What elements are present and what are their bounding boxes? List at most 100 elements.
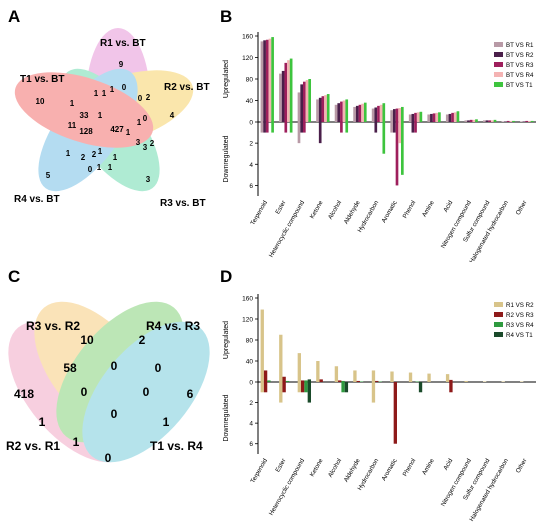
x-tick-label: Amine: [421, 199, 436, 218]
x-tick-label: Heterocyclic compound: [268, 457, 306, 517]
y-tick-label: 6: [249, 183, 253, 190]
bar-up: [512, 120, 515, 122]
bar-up: [307, 379, 312, 382]
bar-up: [297, 353, 301, 382]
bar-down: [371, 382, 376, 403]
y-label-down: Downregulated: [223, 394, 230, 441]
bar-up: [472, 119, 476, 122]
venn5-count: 3: [143, 143, 148, 152]
venn5-count: 4: [170, 111, 175, 120]
bar-down: [302, 122, 306, 133]
bar-down: [300, 382, 305, 393]
x-tick-label: Acid: [442, 199, 454, 213]
bar-up: [501, 121, 505, 122]
x-tick-label: Ester: [274, 458, 287, 474]
legend-label: BT VS R4: [506, 72, 534, 79]
bar-up: [520, 121, 523, 122]
bar-up: [395, 108, 399, 122]
bar-down: [304, 382, 308, 393]
bar-down: [300, 122, 303, 133]
bar-up: [297, 92, 301, 122]
bar-up: [340, 101, 343, 122]
bar-up: [359, 381, 364, 382]
venn4-count: 10: [80, 333, 94, 347]
venn5-count: 1: [137, 118, 142, 127]
panel-label-a: A: [8, 7, 20, 26]
bar-up: [501, 381, 505, 382]
bar-up: [305, 80, 309, 122]
x-tick-label: Aromatic: [380, 458, 398, 483]
x-tick-label: Aromatic: [380, 200, 398, 225]
bar-down: [271, 122, 274, 133]
bar-up: [265, 39, 269, 123]
y-tick-label: 2: [249, 141, 253, 148]
bar-down: [341, 382, 345, 393]
bar-up: [445, 114, 449, 122]
venn5-count: 1: [113, 153, 118, 162]
venn4-count: 0: [81, 385, 88, 399]
bar-up: [525, 120, 529, 122]
bar-up: [415, 381, 419, 382]
legend-label: R1 VS R2: [506, 302, 534, 309]
bar-up: [260, 41, 264, 122]
y-tick-label: 160: [242, 296, 253, 303]
bar-up: [448, 113, 452, 122]
venn5-label-r1: R1 vs. BT: [100, 38, 146, 49]
legend-swatch: [494, 82, 503, 87]
bar-up: [341, 380, 345, 382]
venn4-count: 0: [155, 361, 162, 375]
venn5-count: 10: [36, 97, 45, 106]
bar-down: [260, 382, 264, 393]
bar-up: [432, 113, 436, 122]
legend-label: BT VS R2: [506, 52, 534, 59]
bar-up: [485, 120, 489, 122]
bar-up: [319, 379, 323, 382]
venn5-count: 3: [146, 175, 151, 184]
bar-up: [271, 37, 274, 123]
legend-label: R4 VS T1: [506, 332, 533, 339]
y-label-down: Downregulated: [223, 135, 230, 182]
x-tick-label: Ester: [274, 200, 287, 216]
x-tick-label: Ketone: [309, 199, 325, 220]
bar-down: [307, 382, 312, 403]
bar-down: [282, 382, 286, 393]
bar-up: [308, 79, 312, 122]
bar-up: [451, 112, 454, 122]
bar-down: [318, 122, 322, 144]
venn5-count: 3: [136, 138, 141, 147]
venn5-count: 0: [88, 165, 93, 174]
bar-up: [361, 103, 364, 122]
venn4-count: 1: [163, 415, 170, 429]
bar-up: [353, 106, 356, 122]
bar-up: [263, 40, 266, 122]
bar-up: [345, 99, 349, 122]
venn5-count: 9: [119, 60, 124, 69]
x-tick-label: Other: [515, 458, 529, 475]
x-tick-label: Alcohol: [327, 458, 343, 479]
bar-up: [316, 99, 319, 122]
x-tick-label: Alcohol: [327, 200, 343, 221]
y-tick-label: 4: [249, 421, 253, 428]
y-tick-label: 120: [242, 55, 253, 62]
bar-up: [282, 376, 286, 382]
bar-up: [287, 60, 290, 122]
bar-up: [509, 120, 513, 122]
venn5-count: 128: [79, 127, 93, 136]
venn4-count: 0: [111, 359, 118, 373]
bar-down: [401, 122, 404, 175]
bar-down: [297, 382, 301, 393]
bar-up: [475, 119, 478, 122]
bar-up: [377, 105, 380, 122]
bar-down: [411, 122, 415, 133]
bar-up: [467, 120, 470, 122]
venn5-count: 2: [150, 139, 155, 148]
legend-swatch: [494, 62, 503, 67]
bar-up: [334, 366, 339, 382]
bar-up: [289, 58, 293, 122]
legend-swatch: [494, 322, 503, 327]
bar-up: [263, 370, 268, 382]
y-tick-label: 120: [242, 317, 253, 324]
bar-up: [304, 380, 308, 382]
bar-up: [419, 111, 423, 122]
venn5-count: 1: [98, 147, 103, 156]
